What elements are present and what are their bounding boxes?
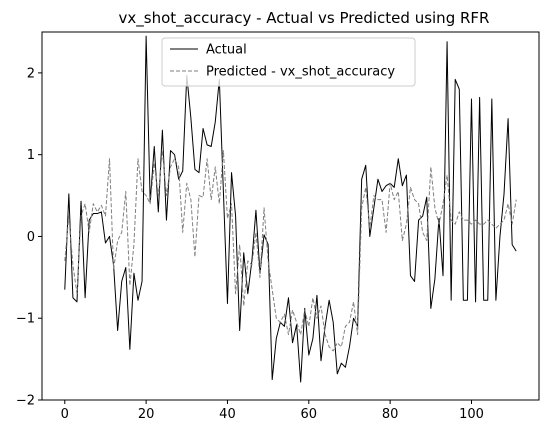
y-tick-label: 2 (27, 66, 35, 81)
y-tick-label: −1 (16, 312, 35, 327)
x-tick-label: 40 (219, 407, 236, 422)
plot-area (64, 35, 517, 383)
chart-title: vx_shot_accuracy - Actual vs Predicted u… (119, 9, 490, 28)
legend-label-predicted: Predicted - vx_shot_accuracy (206, 65, 395, 80)
x-tick-label: 0 (61, 407, 69, 422)
axis-ticks: 0 20 40 60 80 100 −2 −1 0 1 2 (16, 66, 484, 422)
x-tick-label: 20 (138, 407, 155, 422)
y-tick-label: −2 (16, 394, 35, 409)
legend-box (161, 37, 416, 87)
y-tick-label: 1 (27, 148, 35, 163)
x-tick-label: 60 (301, 407, 318, 422)
axes-frame (41, 31, 540, 401)
legend-label-actual: Actual (206, 43, 247, 58)
series-line-actual (64, 35, 517, 383)
y-tick-label: 0 (27, 230, 35, 245)
x-tick-label: 80 (382, 407, 399, 422)
series-line-predicted (64, 150, 517, 352)
legend: Actual Predicted - vx_shot_accuracy (161, 37, 416, 87)
x-tick-label: 100 (459, 407, 484, 422)
